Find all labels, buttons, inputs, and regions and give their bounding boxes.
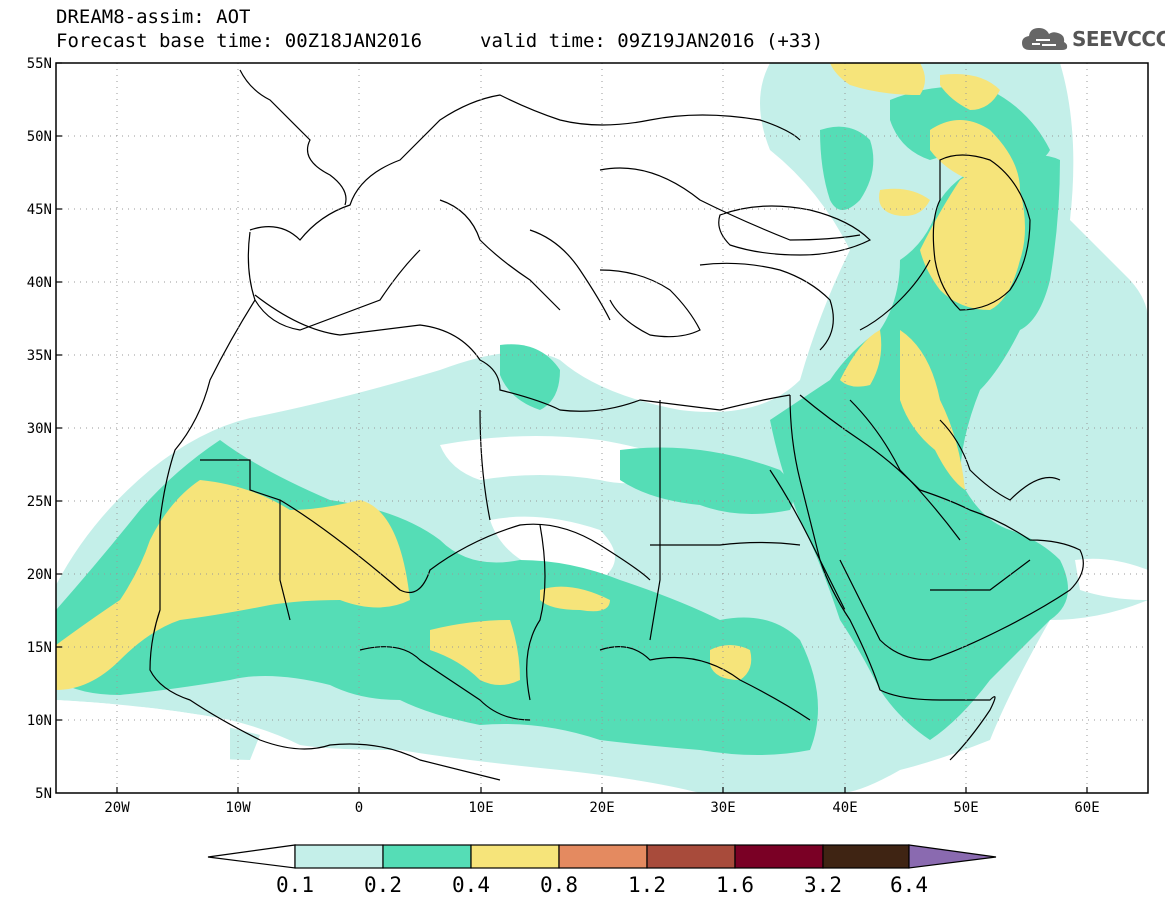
gridlines — [56, 63, 1148, 793]
colorbar-segment — [294, 844, 384, 869]
lon-label: 30E — [710, 800, 735, 816]
lat-label: 5N — [35, 786, 52, 802]
chart-title: DREAM8-assim: AOT — [56, 6, 251, 28]
lon-label: 10E — [468, 800, 493, 816]
colorbar-segment — [646, 844, 736, 869]
lon-label: 10W — [225, 800, 251, 816]
lat-label: 55N — [27, 56, 52, 72]
lat-label: 35N — [27, 348, 52, 364]
lat-label: 20N — [27, 567, 52, 583]
lon-label: 60E — [1074, 800, 1099, 816]
colorbar-label: 0.4 — [452, 873, 490, 897]
colorbar-segment — [908, 844, 997, 869]
tick-marks — [56, 62, 1088, 793]
colorbar-segment — [558, 844, 648, 869]
colorbar-segment — [734, 844, 824, 869]
logo-text: SEEVCCC — [1072, 27, 1165, 51]
lon-label: 50E — [953, 800, 978, 816]
lat-label: 30N — [27, 421, 52, 437]
colorbar — [207, 844, 997, 869]
lat-label: 25N — [27, 494, 52, 510]
coastlines — [149, 69, 1084, 781]
colorbar-label: 1.6 — [716, 873, 754, 897]
lon-labels: 20W 10W 0 10E 20E 30E 40E 50E 60E — [104, 800, 1099, 816]
colorbar-segment — [207, 844, 296, 869]
colorbar-segment — [470, 844, 560, 869]
lat-label: 50N — [27, 129, 52, 145]
colorbar-label: 1.2 — [628, 873, 666, 897]
seevccc-logo: SEEVCCC — [1020, 24, 1165, 54]
colorbar-segment — [822, 844, 910, 869]
colorbar-label: 0.1 — [276, 873, 314, 897]
lon-label: 0 — [355, 800, 363, 816]
lon-label: 20E — [589, 800, 614, 816]
colorbar-labels: 0.1 0.2 0.4 0.8 1.2 1.6 3.2 6.4 — [276, 873, 928, 897]
lon-label: 40E — [832, 800, 857, 816]
colorbar-label: 6.4 — [890, 873, 928, 897]
colorbar-label: 0.8 — [540, 873, 578, 897]
lon-label: 20W — [104, 800, 130, 816]
lat-label: 15N — [27, 640, 52, 656]
colorbar-segment — [382, 844, 472, 869]
valid-time: valid time: 09Z19JAN2016 (+33) — [480, 30, 824, 52]
lat-labels: 55N 50N 45N 40N 35N 30N 25N 20N 15N 10N … — [27, 56, 52, 802]
colorbar-label: 0.2 — [364, 873, 402, 897]
lat-label: 10N — [27, 713, 52, 729]
cloud-icon — [1022, 28, 1068, 50]
lat-label: 40N — [27, 275, 52, 291]
aot-level-0-4 — [56, 63, 1025, 690]
forecast-base-time: Forecast base time: 00Z18JAN2016 — [56, 30, 423, 52]
lat-label: 45N — [27, 202, 52, 218]
colorbar-label: 3.2 — [804, 873, 842, 897]
